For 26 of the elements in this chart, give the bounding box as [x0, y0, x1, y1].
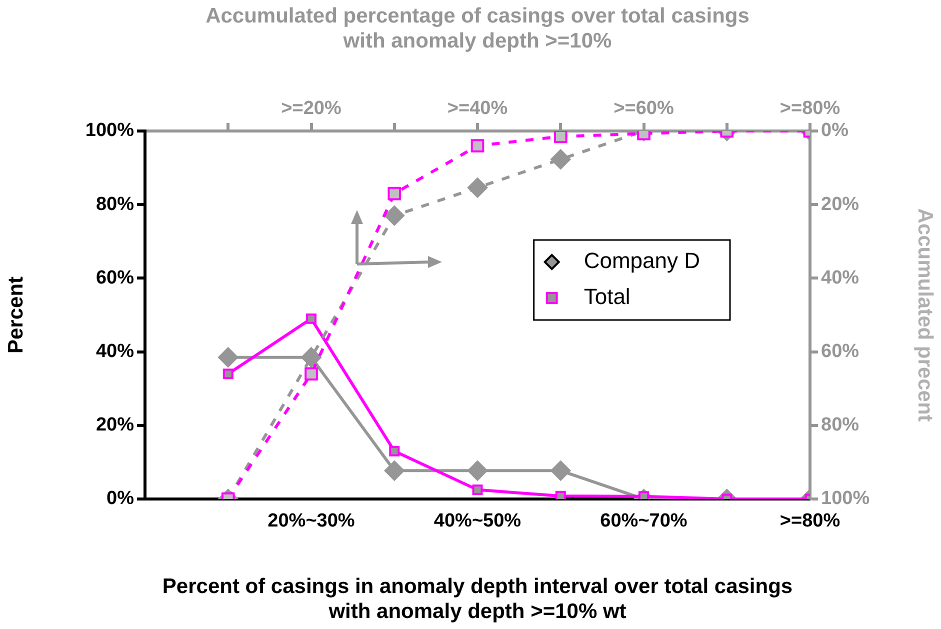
- legend-label: Company D: [584, 248, 700, 274]
- x-tick-label: 40%~50%: [434, 510, 522, 532]
- text: >=60%: [614, 98, 674, 119]
- y2-tick-label: 60%: [821, 341, 860, 362]
- text: >=20%: [281, 98, 342, 119]
- y2-axis-title: Accumulated precent: [914, 208, 937, 422]
- legend-label: Total: [584, 284, 630, 310]
- y2-tick-label: 0%: [821, 120, 849, 142]
- y-tick-label: 100%: [85, 120, 134, 142]
- y-axis-title: Percent: [4, 276, 28, 354]
- y2-tick-label: 100%: [821, 488, 870, 510]
- y2-tick-label: 20%: [821, 194, 860, 215]
- y-tick-label: 20%: [96, 414, 134, 436]
- x2-axis-title: Accumulated percentage of casings over total casings with anomaly depth >=10%: [206, 4, 750, 53]
- text: >=80%: [780, 98, 840, 119]
- y-tick-label: 80%: [96, 194, 134, 215]
- y2-tick-label: 80%: [821, 414, 860, 436]
- y2-tick-label: 40%: [821, 267, 860, 288]
- text: >=40%: [447, 98, 508, 119]
- x-tick-label: >=80%: [780, 510, 840, 532]
- x-tick-label: 60%~70%: [600, 510, 688, 532]
- y-tick-label: 60%: [96, 267, 134, 288]
- x-tick-label: 20%~30%: [268, 510, 355, 532]
- y-tick-label: 40%: [96, 341, 134, 362]
- x-axis-title: Percent of casings in anomaly depth interval over total casings with anomaly depth >=10% wt: [162, 574, 793, 624]
- y-tick-label: 0%: [106, 488, 134, 510]
